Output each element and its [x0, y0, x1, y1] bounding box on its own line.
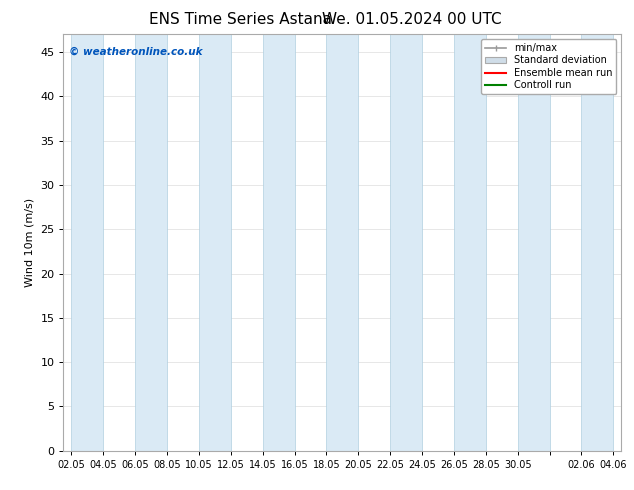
Bar: [581, 34, 613, 451]
Legend: min/max, Standard deviation, Ensemble mean run, Controll run: min/max, Standard deviation, Ensemble me…: [481, 39, 616, 94]
Text: ENS Time Series Astana: ENS Time Series Astana: [150, 12, 332, 27]
Text: © weatheronline.co.uk: © weatheronline.co.uk: [69, 47, 202, 57]
Bar: [327, 34, 358, 451]
Bar: [390, 34, 422, 451]
Bar: [518, 34, 550, 451]
Bar: [72, 34, 103, 451]
Text: We. 01.05.2024 00 UTC: We. 01.05.2024 00 UTC: [322, 12, 502, 27]
Bar: [199, 34, 231, 451]
Bar: [135, 34, 167, 451]
Bar: [454, 34, 486, 451]
Bar: [262, 34, 295, 451]
Y-axis label: Wind 10m (m/s): Wind 10m (m/s): [25, 198, 35, 287]
